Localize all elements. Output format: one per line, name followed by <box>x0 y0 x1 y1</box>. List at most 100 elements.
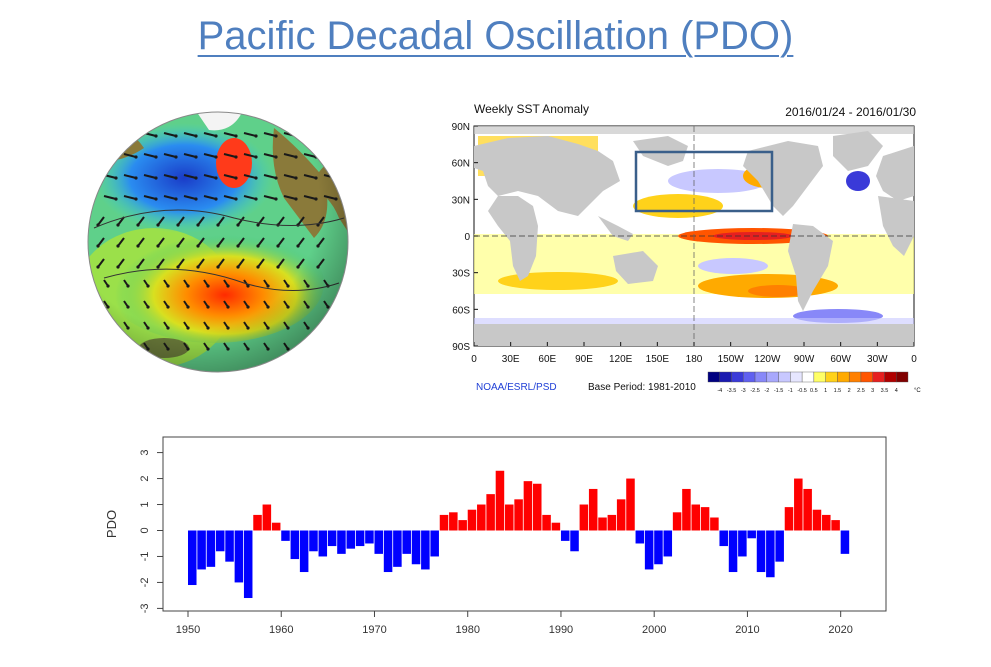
pdo-bar <box>197 530 206 570</box>
colorbar-swatch <box>837 371 850 383</box>
pdo-bar <box>495 470 505 531</box>
pdo-bar <box>365 530 374 544</box>
pdo-x-tick: 1950 <box>176 624 200 636</box>
pdo-x-tick: 1990 <box>549 624 573 636</box>
map-lon-label: 60W <box>830 354 851 365</box>
pdo-bar <box>840 530 850 554</box>
pdo-bar <box>449 512 458 531</box>
pdo-y-tick: -1 <box>139 552 151 562</box>
map-base-period: Base Period: 1981-2010 <box>588 382 696 393</box>
colorbar-label: 1 <box>824 388 827 394</box>
map-lat-label: 90S <box>452 342 470 353</box>
pdo-bar <box>607 514 617 531</box>
map-lon-label: 150E <box>646 354 670 365</box>
map-lon-label: 150W <box>718 354 745 365</box>
pdo-x-tick: 1980 <box>455 624 479 636</box>
pdo-bar <box>374 530 384 554</box>
pdo-y-tick: 2 <box>139 475 151 481</box>
pdo-bar <box>831 520 840 531</box>
map-lon-label: 0 <box>911 354 917 365</box>
pdo-x-tick: 1960 <box>269 624 293 636</box>
colorbar-label: -0.5 <box>797 388 806 394</box>
pdo-bar <box>299 530 309 573</box>
map-plot <box>473 125 915 347</box>
pdo-bar <box>551 522 561 531</box>
pdo-bar <box>560 530 570 541</box>
sst-anomaly-map: Weekly SST Anomaly 2016/01/24 - 2016/01/… <box>452 102 922 394</box>
pdo-bar <box>803 488 812 531</box>
pdo-bar <box>467 509 477 531</box>
colorbar-swatch <box>778 371 791 383</box>
pdo-bar <box>579 504 589 531</box>
pdo-bar <box>243 530 253 599</box>
colorbar-swatch <box>743 371 756 383</box>
pdo-bar <box>542 514 551 531</box>
pdo-bar <box>570 530 579 552</box>
pdo-bar <box>523 481 533 531</box>
pdo-bar <box>626 478 635 531</box>
pdo-bar <box>728 530 738 573</box>
page-title: Pacific Decadal Oscillation (PDO) <box>197 14 794 58</box>
map-lon-label: 180 <box>686 354 703 365</box>
colorbar-label: -3.5 <box>727 388 736 394</box>
pdo-bar <box>206 530 216 567</box>
pdo-bar <box>654 530 663 565</box>
pdo-bar <box>663 530 673 557</box>
pdo-bar <box>672 512 682 531</box>
pdo-y-tick: -2 <box>139 578 151 588</box>
pdo-bar <box>812 509 822 531</box>
pdo-bar <box>644 530 654 570</box>
map-lat-label: 0 <box>464 232 470 243</box>
pdo-bar <box>598 517 607 531</box>
pdo-bar <box>532 483 542 531</box>
colorbar-label: 1.5 <box>834 388 842 394</box>
pdo-bar <box>421 530 430 570</box>
colorbar-swatch <box>754 371 768 383</box>
colorbar-swatch <box>872 371 885 383</box>
map-lon-label: 30E <box>502 354 520 365</box>
map-lon-label: 90E <box>575 354 593 365</box>
colorbar-label: -2 <box>764 388 769 394</box>
pdo-bar <box>738 530 747 557</box>
colorbar-swatch <box>790 371 803 383</box>
colorbar-label: -1 <box>788 388 793 394</box>
pdo-x-tick: 2020 <box>828 624 852 636</box>
pdo-bar <box>346 530 356 549</box>
pdo-bar <box>719 530 728 547</box>
colorbar-label: -2.5 <box>750 388 759 394</box>
pdo-bar <box>337 530 346 554</box>
pdo-y-tick: 1 <box>139 501 151 507</box>
colorbar-swatch <box>719 371 732 383</box>
colorbar-label: 3.5 <box>881 388 889 394</box>
colorbar-swatch <box>731 371 744 383</box>
pdo-bar <box>262 504 272 531</box>
colorbar-swatch <box>825 371 838 383</box>
map-lat-label: 60S <box>452 305 470 316</box>
map-lon-label: 120E <box>609 354 633 365</box>
map-lon-label: 120W <box>754 354 781 365</box>
colorbar-swatch <box>801 371 815 383</box>
colorbar-swatch <box>896 371 909 383</box>
pdo-bar <box>700 507 710 531</box>
pdo-bar <box>784 507 794 531</box>
map-lon-label: 0 <box>471 354 477 365</box>
colorbar-swatch <box>707 371 720 383</box>
colorbar-swatch <box>766 371 779 383</box>
pdo-bar <box>225 530 234 562</box>
map-lon-label: 60E <box>538 354 556 365</box>
pdo-x-tick: 2000 <box>642 624 666 636</box>
pdo-bar <box>505 504 514 531</box>
pdo-bar <box>756 530 766 573</box>
pdo-bar <box>327 530 337 547</box>
pdo-y-tick: 0 <box>139 527 151 533</box>
pdo-bar <box>188 530 197 586</box>
pdo-y-tick: -3 <box>139 604 151 614</box>
colorbar-label: -4 <box>717 388 722 394</box>
colorbar-label: 2.5 <box>857 388 865 394</box>
colorbar-unit: °C <box>914 388 921 394</box>
colorbar-swatch <box>848 371 862 383</box>
pdo-bar <box>281 530 290 541</box>
colorbar-label: 3 <box>871 388 874 394</box>
map-dates: 2016/01/24 - 2016/01/30 <box>785 105 916 119</box>
pdo-bar <box>309 530 318 552</box>
